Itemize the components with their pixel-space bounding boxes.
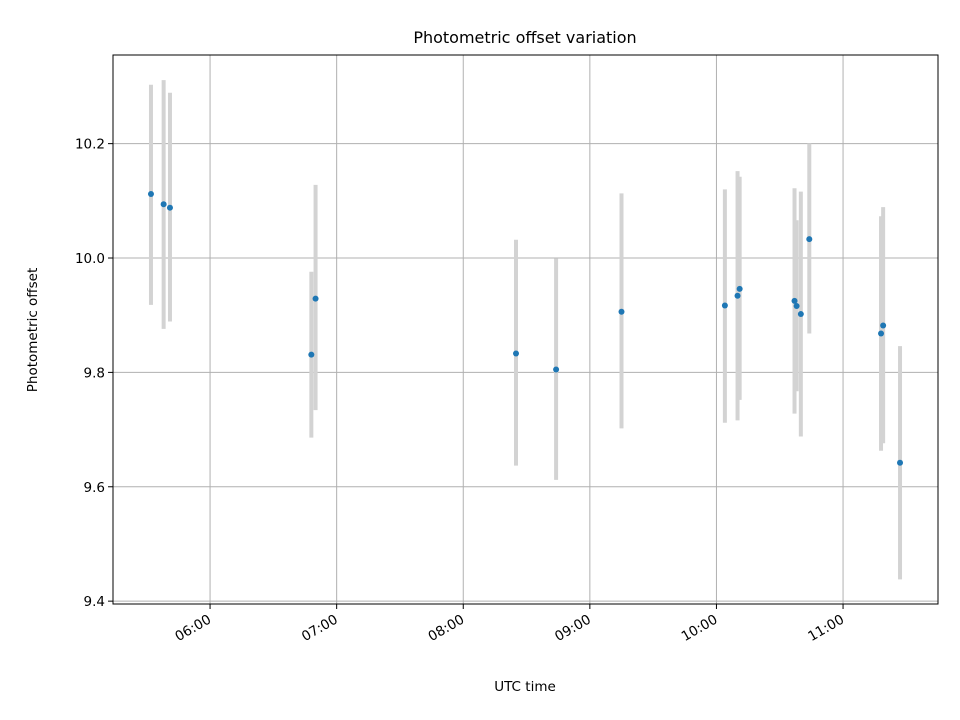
data-point [736, 285, 743, 292]
data-point [897, 459, 904, 466]
y-tick-label: 9.4 [84, 594, 105, 610]
y-tick-label: 10.2 [75, 137, 105, 153]
data-point [878, 330, 885, 337]
data-point [308, 351, 315, 358]
y-tick-label: 9.6 [84, 480, 105, 496]
data-point [160, 201, 167, 208]
data-point [618, 308, 625, 315]
point-layer [147, 190, 904, 466]
data-point [791, 297, 798, 304]
data-point [880, 322, 887, 329]
y-axis-label: Photometric offset [25, 268, 41, 392]
chart-title: Photometric offset variation [413, 28, 636, 47]
data-point [734, 292, 741, 299]
data-point [166, 204, 173, 211]
data-point [806, 236, 813, 243]
data-point [147, 190, 154, 197]
data-point [793, 303, 800, 310]
data-point [797, 311, 804, 318]
data-point [312, 295, 319, 302]
x-axis-label: UTC time [494, 679, 556, 695]
y-tick-label: 9.8 [84, 365, 105, 381]
y-tick-label: 10.0 [75, 251, 105, 267]
data-point [513, 350, 520, 357]
data-point [721, 302, 728, 309]
data-point [553, 366, 560, 373]
plot-area-frame [112, 54, 939, 605]
